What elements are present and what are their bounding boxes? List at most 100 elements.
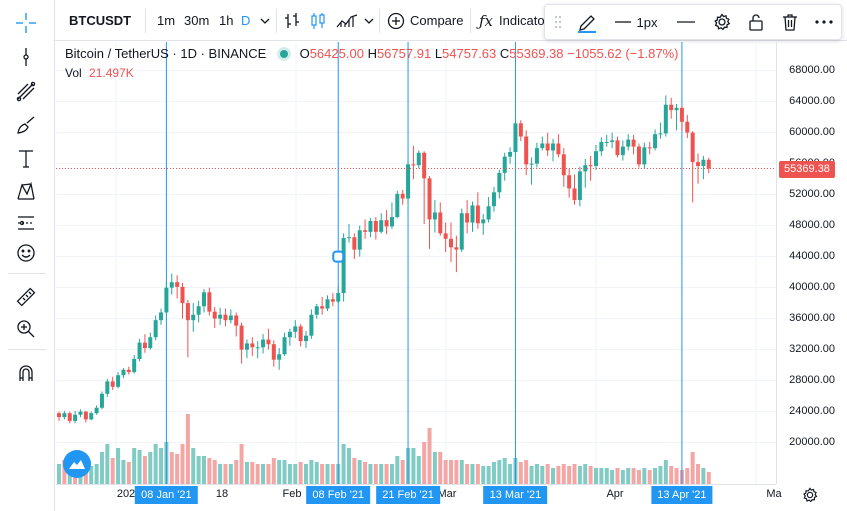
volume-bar xyxy=(395,456,400,484)
interval-1m-button[interactable]: 1m xyxy=(157,13,176,28)
lock-icon[interactable] xyxy=(741,5,771,39)
drag-handle-icon[interactable] xyxy=(551,5,565,39)
price-chart xyxy=(56,42,776,484)
volume-bar xyxy=(459,460,464,484)
volume-bar xyxy=(422,442,427,484)
emoji-tool-icon[interactable] xyxy=(11,240,41,266)
volume-bar xyxy=(706,472,711,484)
candle-body xyxy=(196,306,201,315)
candle-body xyxy=(400,193,405,199)
candle-body xyxy=(545,143,550,151)
bar-style-icon[interactable] xyxy=(284,0,300,41)
candle-body xyxy=(384,220,389,227)
settings-gear-icon[interactable] xyxy=(802,487,820,505)
candle-body xyxy=(201,292,206,307)
candle-body xyxy=(459,213,464,250)
volume-bar xyxy=(636,470,641,484)
candle-body xyxy=(642,147,647,165)
indicators-button[interactable]: ƒx Indicato xyxy=(479,0,545,41)
date-marker-badge: 21 Feb '21 xyxy=(376,486,440,504)
candle-body xyxy=(153,320,158,338)
magnet-icon[interactable] xyxy=(11,360,41,386)
volume-bar xyxy=(314,462,319,484)
candle-body xyxy=(250,343,255,348)
settings-gear-icon[interactable] xyxy=(707,5,737,39)
line-color-pencil-icon[interactable] xyxy=(571,5,603,39)
volume-bar xyxy=(304,464,309,484)
candle-body xyxy=(685,121,690,133)
volume-bar xyxy=(261,464,266,484)
price-axis[interactable] xyxy=(776,42,847,484)
volume-bar xyxy=(465,464,470,484)
candle-body xyxy=(110,381,115,387)
candle-body xyxy=(266,339,271,345)
volume-bar xyxy=(105,444,110,484)
brush-tool-icon[interactable] xyxy=(11,112,41,138)
toolbar-divider xyxy=(145,9,146,33)
trash-icon[interactable] xyxy=(775,5,805,39)
time-axis[interactable] xyxy=(56,484,776,511)
fib-tool-icon[interactable] xyxy=(11,78,41,104)
volume-bar xyxy=(411,448,416,484)
line-width-icon xyxy=(614,21,631,23)
toolbar-divider xyxy=(8,273,46,274)
candle-body xyxy=(556,143,561,155)
compare-label: Compare xyxy=(410,13,464,28)
candle-body xyxy=(185,303,190,321)
volume-bar xyxy=(594,468,598,484)
tradingview-logo-icon[interactable] xyxy=(63,450,91,478)
price-tick-label: 48000.00 xyxy=(789,218,835,231)
candles-style-icon[interactable] xyxy=(310,0,326,41)
candle-body xyxy=(561,154,566,176)
candle-body xyxy=(234,315,239,326)
volume-bar xyxy=(696,464,701,484)
candle-body xyxy=(486,206,491,220)
candle-body xyxy=(159,312,164,321)
volume-bar xyxy=(116,448,121,484)
interval-d-button[interactable]: D xyxy=(241,13,251,28)
date-marker-badge: 08 Feb '21 xyxy=(306,486,371,504)
candle-body xyxy=(175,282,180,287)
price-tick-label: 52000.00 xyxy=(789,187,835,200)
more-options-icon[interactable] xyxy=(809,5,839,39)
candle-body xyxy=(137,342,142,359)
pattern-tool-icon[interactable] xyxy=(11,178,41,204)
volume-bar xyxy=(78,472,83,484)
candle-body xyxy=(706,159,711,169)
style-dropdown-chevron-down-icon[interactable] xyxy=(364,0,374,41)
interval-1h-button[interactable]: 1h xyxy=(219,13,234,28)
volume-bar xyxy=(674,468,679,484)
line-style-icon[interactable] xyxy=(671,5,701,39)
symbol-search-button[interactable]: BTCUSDT xyxy=(69,13,132,28)
volume-bar xyxy=(470,464,475,484)
volume-bar xyxy=(631,468,636,484)
line-width-button[interactable]: 1px xyxy=(611,5,661,39)
volume-bar xyxy=(218,464,223,484)
volume-bar xyxy=(341,444,346,484)
prediction-tool-icon[interactable] xyxy=(11,210,41,236)
ruler-tool-icon[interactable] xyxy=(11,284,41,310)
area-style-icon[interactable] xyxy=(336,0,358,41)
candle-body xyxy=(239,325,244,350)
candle-body xyxy=(395,193,400,218)
volume-bar xyxy=(701,468,706,484)
candle-body xyxy=(363,230,368,232)
candle-body xyxy=(228,315,233,321)
text-tool-icon[interactable] xyxy=(11,146,41,172)
compare-button[interactable]: Compare xyxy=(387,0,463,41)
zoom-in-icon[interactable] xyxy=(11,316,41,342)
interval-30m-button[interactable]: 30m xyxy=(184,13,210,28)
volume-bar xyxy=(132,448,137,484)
toolbar-divider xyxy=(379,9,380,33)
volume-bar xyxy=(610,470,615,484)
trend-line-tool-icon[interactable] xyxy=(11,44,41,70)
candle-body xyxy=(57,413,61,418)
candle-body xyxy=(690,132,695,163)
candle-body xyxy=(594,151,598,166)
plus-circle-icon xyxy=(387,12,405,29)
close-label: C xyxy=(499,46,510,61)
chart-pane[interactable] xyxy=(56,42,776,484)
low-value: 54757.63 xyxy=(442,46,497,61)
interval-dropdown-chevron-down-icon[interactable] xyxy=(260,0,270,41)
crosshair-tool-icon[interactable] xyxy=(11,10,41,36)
